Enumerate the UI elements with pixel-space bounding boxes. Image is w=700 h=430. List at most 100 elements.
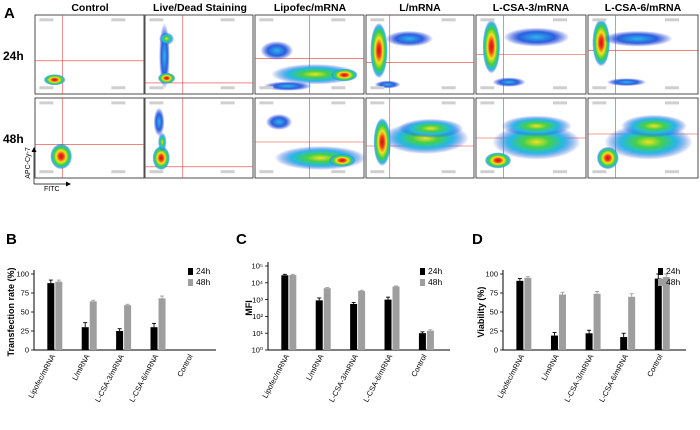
bar-48h-L/mRNA [323, 288, 331, 350]
bar-24h-L-CSA-6/mRNA [150, 327, 158, 350]
quadrant-stat-box [441, 101, 456, 105]
quadrant-stat-box [370, 101, 385, 105]
panel-d-letter: D [472, 231, 483, 248]
y-axis-title: Transfection rate (%) [6, 267, 16, 356]
flow-plot-l-csa-3-mrna-48h [475, 97, 587, 179]
bar-24h-L-CSA-6/mRNA [384, 299, 392, 350]
x-category-label: Control [409, 352, 428, 378]
bar-48h-L/mRNA [558, 294, 566, 350]
bar-24h-L/mRNA [81, 327, 89, 350]
x-category-label: L-CSA-3/mRNA [327, 353, 360, 404]
y-tick-label: 100 [485, 270, 498, 279]
quadrant-stat-box [553, 18, 567, 22]
quadrant-stat-box [39, 18, 54, 22]
density-cluster [157, 72, 176, 84]
flow-plot-live-dead-staining-24h [144, 14, 254, 95]
bar-48h-L-CSA-6/mRNA [158, 298, 166, 350]
density-cluster [482, 19, 501, 74]
density-cluster [606, 78, 647, 87]
x-category-label: Control [645, 352, 664, 378]
bar-24h-L-CSA-3/mRNA [585, 333, 593, 350]
column-header-4: L-CSA-3/mRNA [493, 2, 570, 14]
y-tick-label: 10⁰ [252, 346, 263, 355]
bar-48h-Lipofec/mRNA [55, 281, 63, 350]
legend-label-48h: 48h [196, 277, 210, 287]
density-cluster [43, 74, 66, 86]
panel-c-letter: C [236, 231, 247, 248]
quadrant-stat-box [259, 101, 274, 105]
quadrant-stat-box [149, 86, 164, 90]
quadrant-stat-box [149, 18, 164, 22]
bar-48h-Lipofec/mRNA [524, 277, 532, 350]
flow-plot-frame [34, 97, 145, 179]
quadrant-stat-box [149, 170, 164, 174]
x-category-label: L-CSA-3/mRNA [563, 353, 596, 404]
density-cluster [503, 27, 570, 47]
bar-24h-Lipofec/mRNA [516, 280, 524, 350]
legend-label-24h: 24h [428, 266, 442, 276]
bar-24h-Lipofec/mRNA [281, 275, 289, 350]
y-tick-label: 10⁴ [251, 279, 263, 288]
density-cluster [492, 77, 526, 87]
quadrant-stat-box [259, 18, 274, 22]
flow-x-axis-label: FITC [44, 186, 60, 193]
density-cluster [385, 30, 433, 47]
quadrant-stat-box [480, 86, 495, 90]
quadrant-stat-box [111, 101, 126, 105]
x-category-label: L-CSA-6/mRNA [597, 353, 630, 404]
quadrant-stat-box [331, 101, 346, 105]
legend-swatch-24h [658, 268, 663, 275]
bar-24h-Control [418, 333, 426, 350]
bar-48h-L-CSA-3/mRNA [593, 293, 601, 350]
x-category-label: L/mRNA [304, 353, 325, 382]
x-category-label: Control [175, 352, 194, 378]
density-cluster [152, 146, 170, 170]
bar-48h-L-CSA-3/mRNA [358, 290, 366, 350]
x-category-label: Lipofec/mRNA [495, 353, 526, 400]
y-tick-label: 25 [21, 327, 29, 336]
y-tick-label: 25 [490, 327, 498, 336]
column-header-0: Control [71, 2, 108, 14]
density-cluster [329, 154, 356, 167]
y-tick-label: 10⁵ [252, 262, 263, 271]
flow-plot-l-csa-6-mrna-24h [587, 14, 699, 95]
x-category-label: Lipofec/mRNA [260, 353, 291, 400]
legend-swatch-48h [658, 279, 663, 286]
quadrant-stat-box [39, 86, 54, 90]
y-tick-label: 50 [21, 308, 29, 317]
bar-24h-L-CSA-3/mRNA [350, 303, 358, 350]
x-category-label: Lipofec/mRNA [26, 353, 57, 400]
bar-48h-L-CSA-6/mRNA [628, 296, 636, 350]
quadrant-stat-box [220, 18, 235, 22]
flow-plot-l-mrna-48h [365, 97, 475, 179]
column-header-5: L-CSA-6/mRNA [605, 2, 682, 14]
quadrant-stat-box [592, 86, 607, 90]
quadrant-stat-box [259, 170, 274, 174]
bar-48h-L-CSA-3/mRNA [124, 305, 132, 350]
flow-plot-l-csa-6-mrna-48h [587, 97, 699, 179]
x-category-label: L-CSA-6/mRNA [127, 353, 160, 404]
density-cluster [50, 143, 73, 170]
quadrant-stat-box [220, 170, 235, 174]
bar-24h-L-CSA-3/mRNA [116, 331, 124, 350]
quadrant-stat-box [592, 18, 607, 22]
y-axis-title: MFI [244, 300, 254, 316]
legend-label-24h: 24h [196, 266, 210, 276]
x-category-label: L/mRNA [539, 353, 560, 382]
flow-plot-control-48h [34, 97, 145, 179]
bar-24h-L/mRNA [315, 300, 323, 350]
quadrant-stat-box [441, 86, 456, 90]
chart-d-viability: 0 25 50 75 100 Viability (%) Lipofec/mRNA L/mRN… [476, 266, 686, 404]
quadrant-stat-box [370, 170, 385, 174]
density-cluster [263, 81, 312, 91]
row-label-24h: 24h [3, 49, 24, 63]
y-tick-label: 0 [25, 346, 29, 355]
density-cluster [370, 22, 388, 79]
y-tick-label: 10² [252, 312, 263, 321]
quadrant-stat-box [665, 18, 679, 22]
panel-a-letter: A [4, 5, 15, 22]
y-tick-label: 10¹ [252, 329, 263, 338]
y-tick-label: 75 [490, 289, 498, 298]
